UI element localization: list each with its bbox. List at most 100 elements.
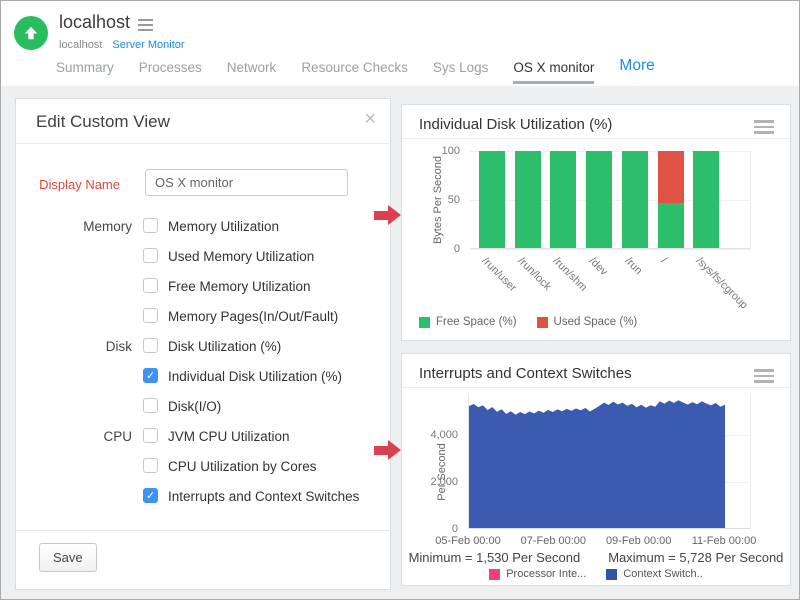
context-switches-area-series [469,400,725,529]
checkbox-disk-utilization[interactable] [143,338,158,353]
bar-free-space-sys-fs-cgroup [693,151,720,249]
xtick-sys-fs-cgroup: /sys/fs/cgroup [693,255,751,312]
divider [402,387,790,388]
option-label-disk-i-o: Disk(I/O) [168,399,222,414]
xtick-dev: /dev [586,255,610,279]
breadcrumb: localhost Server Monitor [59,39,185,51]
checkbox-free-memory-utilization[interactable] [143,278,158,293]
header: localhost localhost Server Monitor Summar… [1,1,799,86]
area-plot-area [468,394,750,529]
disk-utilization-card: Individual Disk Utilization (%) Bytes Pe… [401,104,791,341]
option-row: Memory Pages(In/Out/Fault) [16,302,390,332]
xtick-05-feb-00-00: 05-Feb 00:00 [435,535,501,547]
legend-item-processor-inte: Processor Inte... [489,568,586,580]
metric-options-list: Memory Memory Utilization Used Memory Util… [16,212,390,512]
option-label-memory-utilization: Memory Utilization [168,219,280,234]
card-menu-icon[interactable] [754,120,774,137]
plot-right-line [750,151,751,249]
tab-sys-logs[interactable]: Sys Logs [432,60,489,75]
xtick-run: /run [622,255,645,277]
breadcrumb-server-monitor-link[interactable]: Server Monitor [112,39,185,51]
tab-os-x-monitor[interactable]: OS X monitor [513,60,595,84]
checkbox-disk-i-o[interactable] [143,398,158,413]
bar-used-space- [657,151,684,203]
option-label-free-memory-utilization: Free Memory Utilization [168,279,311,294]
option-label-individual-disk-utilization: Individual Disk Utilization (%) [168,369,343,384]
tab-processes[interactable]: Processes [138,60,202,75]
panel-title: Edit Custom View [36,112,170,131]
checkbox-memory-pages-in-out-fault[interactable] [143,308,158,323]
checkbox-used-memory-utilization[interactable] [143,248,158,263]
xtick-run-lock: /run/lock [515,255,554,293]
checkbox-jvm-cpu-utilization[interactable] [143,428,158,443]
xtick-11-feb-00-00: 11-Feb 00:00 [691,535,757,547]
interrupts-chart-title: Interrupts and Context Switches [419,365,632,382]
option-label-memory-pages-in-out-fault: Memory Pages(In/Out/Fault) [168,309,339,324]
option-row: Free Memory Utilization [16,272,390,302]
min-max-annotations: Minimum = 1,530 Per Second Maximum = 5,7… [402,550,790,565]
option-row: Interrupts and Context Switches [16,482,390,512]
ytick-4000: 4,000 [430,429,458,441]
xtick-07-feb-00-00: 07-Feb 00:00 [520,535,587,547]
panel-footer: Save [16,530,390,572]
gridline [470,249,750,250]
plot-right-line [750,394,751,529]
legend-label: Used Space (%) [553,316,638,328]
content-area: Edit Custom View × Display Name MemoryMe… [1,86,799,599]
close-icon[interactable]: × [364,108,376,130]
checkbox-memory-utilization[interactable] [143,218,158,233]
tab-summary[interactable]: Summary [56,60,114,75]
group-label-cpu: CPU [103,429,132,444]
tab-bar: Summary Processes Network Resource Checks Sy… [56,54,655,84]
maximum-annotation: Maximum = 5,728 Per Second [608,550,784,565]
group-label-disk: Disk [105,339,132,354]
tab-more[interactable]: More [619,57,655,74]
interrupts-chart-ylabel: Per Second [436,443,448,501]
checkbox-cpu-utilization-by-cores[interactable] [143,458,158,473]
breadcrumb-host: localhost [59,39,103,51]
red-arrow-to-interrupts-chart [374,440,401,461]
tab-network[interactable]: Network [226,60,277,75]
checkbox-individual-disk-utilization[interactable] [143,368,158,383]
divider [402,138,790,139]
display-name-input[interactable] [145,169,348,196]
x-axis-line [470,248,750,249]
legend-label: Processor Inte... [506,568,587,580]
legend-item-free-space: Free Space (%) [419,316,517,328]
option-row: Individual Disk Utilization (%) [16,362,390,392]
option-label-used-memory-utilization: Used Memory Utilization [168,249,315,264]
tab-resource-checks[interactable]: Resource Checks [301,60,408,75]
hamburger-menu-icon[interactable] [138,19,153,34]
bar-free-space-run [621,151,648,249]
option-label-cpu-utilization-by-cores: CPU Utilization by Cores [168,459,317,474]
edit-custom-view-panel: Edit Custom View × Display Name MemoryMe… [15,98,391,590]
bar-free-space-run-shm [550,151,577,249]
checkbox-interrupts-and-context-switches[interactable] [143,488,158,503]
panel-header: Edit Custom View × [16,99,390,144]
monitor-up-status-icon [14,16,48,50]
legend-swatch [489,568,501,580]
legend-swatch [419,316,430,328]
card-menu-icon[interactable] [754,369,774,386]
option-row: Disk Disk Utilization (%) [16,332,390,362]
ytick-2000: 2,000 [430,476,458,488]
interrupts-card: Interrupts and Context Switches Per Seco… [401,353,791,586]
x-axis-line [469,528,750,529]
option-label-jvm-cpu-utilization: JVM CPU Utilization [168,429,290,444]
legend-label: Context Switch.. [623,568,703,580]
minimum-annotation: Minimum = 1,530 Per Second [408,550,581,565]
ytick-0: 0 [451,523,458,535]
group-label-memory: Memory [83,219,132,234]
option-label-interrupts-and-context-switches: Interrupts and Context Switches [168,489,360,504]
bar-free-space-run-user [479,151,505,249]
bar-plot-area [470,151,750,249]
legend-item-context-switch: Context Switch.. [606,568,703,580]
option-row: Used Memory Utilization [16,242,390,272]
display-name-label: Display Name [39,177,120,192]
ytick-0: 0 [453,243,460,255]
legend-item-used-space: Used Space (%) [536,316,638,328]
save-button[interactable]: Save [39,543,97,572]
legend-swatch [606,568,618,580]
option-row: CPU JVM CPU Utilization [16,422,390,452]
